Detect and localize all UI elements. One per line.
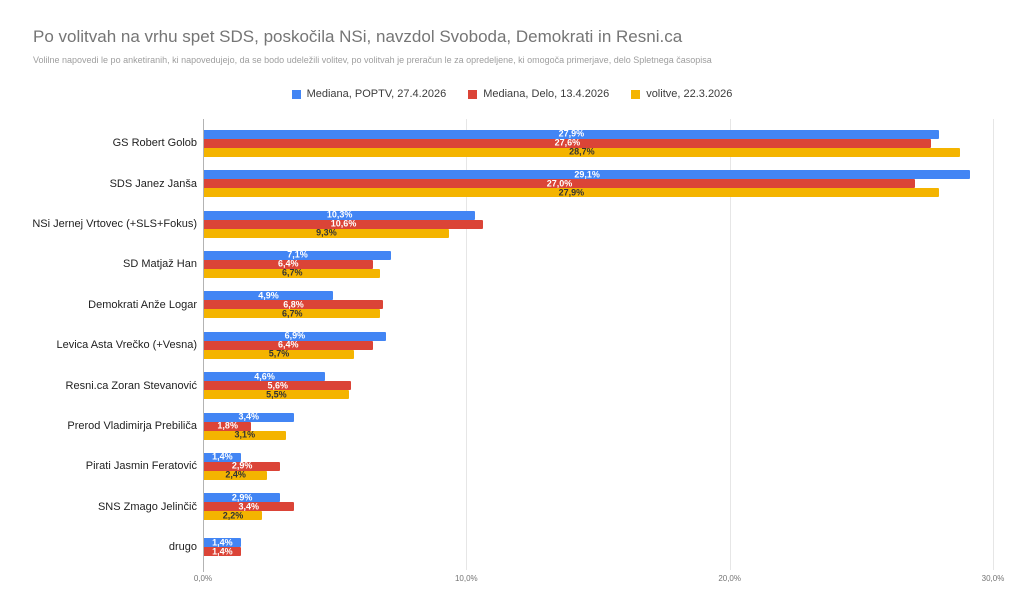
bar-value-label: 28,7%: [569, 146, 595, 157]
bar-value-label: 6,7%: [281, 308, 303, 319]
bar-series-0: 7,1%: [204, 249, 391, 260]
bar-value-label: 27,9%: [558, 187, 585, 198]
category-label: GS Robert Golob: [112, 137, 197, 150]
category-label: Resni.ca Zoran Stevanović: [65, 379, 197, 392]
legend-item-0: Mediana, POPTV, 27.4.2026: [291, 88, 447, 100]
bar-value-label: 5,6%: [267, 380, 288, 391]
bar-value-label: 4,9%: [258, 290, 279, 301]
bar-value-label: 4,6%: [254, 371, 275, 382]
bar-value-label: 3,1%: [234, 429, 256, 440]
bar-value-label: 1,8%: [217, 420, 238, 431]
bar-series-1: 1,4%: [204, 546, 241, 557]
bar-value-label: 3,4%: [238, 501, 260, 512]
x-tick-label: 10,0%: [454, 574, 478, 583]
bar-series-0: 27,9%: [204, 128, 939, 139]
bar-value-label: 10,3%: [326, 209, 353, 220]
bar-value-label: 6,8%: [283, 299, 304, 310]
legend-item-1: Mediana, Delo, 13.4.2026: [468, 88, 609, 100]
bar-value-label: 29,1%: [574, 169, 600, 180]
gridline: [993, 119, 994, 570]
category-label: Demokrati Anže Logar: [88, 298, 197, 311]
bar-series-2: 27,9%: [204, 187, 939, 198]
bar-value-label: 27,9%: [558, 128, 585, 139]
bar-series-0: 4,6%: [204, 371, 326, 382]
bar-series-0: 4,9%: [204, 290, 334, 301]
legend-label: Mediana, Delo, 13.4.2026: [483, 88, 610, 100]
legend-swatch-icon: [468, 89, 478, 99]
x-tick-label: 20,0%: [718, 574, 741, 583]
bar-series-2: 6,7%: [204, 308, 381, 319]
chart-subtitle: Volilne napovedi le po anketiranih, ki n…: [33, 55, 712, 65]
bar-value-label: 3,4%: [238, 411, 260, 422]
bar-value-label: 5,7%: [268, 348, 290, 359]
bar-series-0: 3,4%: [204, 411, 294, 422]
bar-value-label: 1,4%: [212, 451, 233, 462]
bar-value-label: 6,9%: [284, 330, 306, 341]
bar-series-0: 6,9%: [204, 330, 386, 341]
legend-swatch-icon: [291, 89, 301, 99]
category-label: Pirati Jasmin Feratović: [85, 460, 197, 473]
chart-title: Po volitvah na vrhu spet SDS, poskočila …: [33, 27, 683, 46]
category-label: SNS Zmago Jelinčič: [97, 500, 197, 513]
category-label: drugo: [168, 541, 197, 554]
bar-series-2: 28,7%: [204, 146, 960, 157]
bar-series-1: 10,6%: [204, 218, 484, 229]
bar-value-label: 1,4%: [212, 537, 233, 548]
legend: Mediana, POPTV, 27.4.2026 Mediana, Delo, …: [0, 88, 1024, 100]
bar-series-1: 6,4%: [204, 339, 373, 350]
bar-series-2: 5,7%: [204, 348, 355, 359]
bar-value-label: 27,6%: [554, 137, 581, 148]
legend-item-2: volitve, 22.3.2026: [631, 88, 732, 100]
bar-series-0: 29,1%: [204, 169, 971, 180]
bar-series-0: 2,9%: [204, 492, 281, 503]
legend-swatch-icon: [631, 89, 641, 99]
bar-series-2: 9,3%: [204, 227, 449, 238]
category-label: SDS Janez Janša: [109, 177, 197, 190]
bar-series-1: 1,8%: [204, 420, 252, 431]
bar-series-1: 27,6%: [204, 137, 931, 148]
bar-value-label: 27,0%: [546, 178, 573, 189]
bar-value-label: 6,4%: [278, 339, 299, 350]
gridline: [466, 119, 468, 570]
bar-value-label: 2,9%: [231, 492, 253, 503]
bar-value-label: 9,3%: [316, 227, 337, 238]
bar-value-label: 2,4%: [225, 469, 246, 480]
bar-value-label: 10,6%: [330, 218, 357, 229]
bar-value-label: 6,7%: [281, 267, 303, 278]
bar-series-1: 2,9%: [204, 460, 281, 471]
bar-series-2: 6,7%: [204, 267, 381, 278]
bar-series-0: 1,4%: [204, 537, 241, 548]
bar-series-1: 5,6%: [204, 380, 352, 391]
bar-series-2: 2,4%: [204, 469, 268, 480]
bar-series-0: 1,4%: [204, 451, 241, 462]
category-label: SD Matjaž Han: [123, 258, 197, 271]
legend-label: Mediana, POPTV, 27.4.2026: [306, 88, 447, 100]
bar-value-label: 7,1%: [287, 249, 308, 260]
category-label: Levica Asta Vrečko (+Vesna): [56, 339, 197, 352]
bar-series-0: 10,3%: [204, 209, 476, 220]
bar-series-2: 2,2%: [204, 510, 262, 521]
bar-series-2: 5,5%: [204, 389, 349, 400]
legend-label: volitve, 22.3.2026: [646, 88, 733, 100]
bar-series-1: 27,0%: [204, 178, 915, 189]
x-tick-label: 30,0%: [981, 574, 1005, 583]
bar-series-2: 3,1%: [204, 429, 286, 440]
bar-value-label: 6,4%: [278, 258, 299, 269]
bar-value-label: 5,5%: [266, 389, 287, 400]
bar-series-1: 6,8%: [204, 299, 384, 310]
gridline: [729, 119, 731, 570]
category-label: NSi Jernej Vrtovec (+SLS+Fokus): [32, 217, 197, 230]
bar-series-1: 3,4%: [204, 501, 294, 512]
x-tick-label: 0,0%: [193, 574, 213, 583]
category-label: Prerod Vladimirja Prebiliča: [67, 419, 197, 432]
bar-value-label: 2,2%: [222, 510, 244, 521]
axis-baseline: [203, 119, 204, 572]
bar-value-label: 1,4%: [212, 546, 233, 557]
bar-value-label: 2,9%: [231, 460, 253, 471]
bar-series-1: 6,4%: [204, 258, 373, 269]
plot-area: 0,0% 10,0% 20,0% 30,0% 27,9% 27,6% 28,7% 29,1% 2…: [194, 119, 1004, 583]
